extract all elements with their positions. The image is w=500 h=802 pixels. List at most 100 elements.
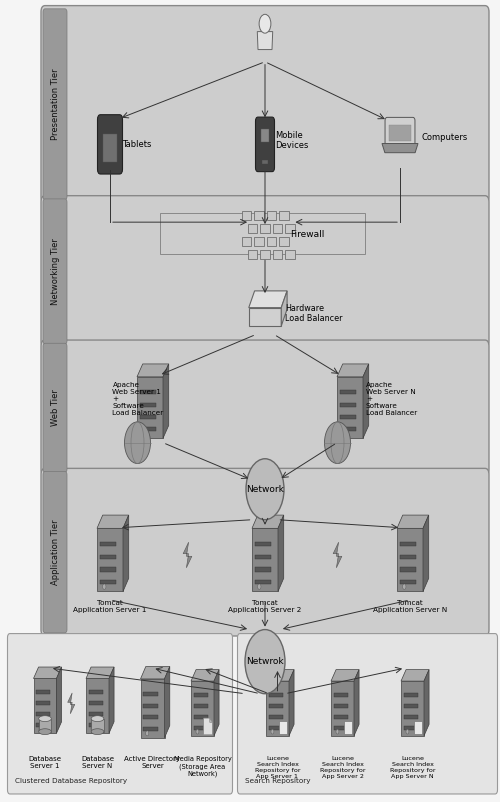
Bar (404, 715, 417, 719)
Circle shape (258, 584, 261, 589)
Bar (260, 250, 270, 258)
Circle shape (91, 727, 94, 731)
FancyBboxPatch shape (43, 343, 67, 472)
Polygon shape (252, 529, 278, 592)
Bar (278, 721, 287, 734)
Bar (255, 568, 270, 572)
Bar (36, 702, 50, 705)
Bar (279, 237, 288, 245)
Text: Lucene
Search Index
Repository for
App Server N: Lucene Search Index Repository for App S… (390, 756, 436, 779)
Text: Apache
Web Server N
+
Software
Load Balancer: Apache Web Server N + Software Load Bala… (366, 383, 417, 416)
Text: Presentation Tier: Presentation Tier (50, 68, 59, 140)
Polygon shape (258, 31, 272, 50)
Polygon shape (210, 718, 212, 723)
Bar (140, 403, 156, 407)
Text: Web Tier: Web Tier (50, 390, 59, 426)
Polygon shape (249, 308, 281, 326)
Bar (340, 391, 355, 395)
FancyBboxPatch shape (41, 196, 489, 347)
Polygon shape (382, 144, 418, 152)
Polygon shape (163, 364, 168, 438)
Bar (100, 580, 116, 584)
Bar (400, 542, 415, 546)
Polygon shape (191, 670, 219, 681)
Bar (144, 727, 158, 731)
Bar (340, 427, 355, 431)
Bar (140, 427, 156, 431)
Text: Active Directory
Server: Active Directory Server (124, 756, 180, 769)
Text: Tomcat
Application Server 2: Tomcat Application Server 2 (228, 600, 302, 613)
FancyBboxPatch shape (41, 468, 489, 636)
Bar (269, 726, 282, 730)
Polygon shape (204, 718, 212, 735)
Bar (194, 715, 207, 719)
Bar (334, 726, 347, 730)
Bar (100, 542, 116, 546)
Bar (389, 125, 411, 141)
Ellipse shape (38, 729, 52, 735)
Bar (254, 237, 264, 245)
Text: Database
Server N: Database Server N (81, 756, 114, 769)
Bar (89, 712, 102, 716)
Polygon shape (97, 529, 123, 592)
Polygon shape (34, 678, 56, 733)
Polygon shape (278, 515, 283, 592)
Circle shape (146, 731, 149, 736)
Bar (194, 693, 207, 697)
Polygon shape (424, 670, 429, 736)
Bar (254, 211, 264, 220)
Text: Apache
Web Server 1
+
Software
Load Balancer: Apache Web Server 1 + Software Load Bala… (112, 383, 164, 416)
FancyBboxPatch shape (43, 9, 67, 200)
Bar (269, 693, 282, 697)
Circle shape (246, 459, 284, 520)
Bar (266, 211, 276, 220)
Text: Firewall: Firewall (290, 230, 324, 240)
Bar (144, 703, 158, 707)
Polygon shape (354, 670, 359, 736)
Polygon shape (423, 515, 428, 592)
Polygon shape (363, 364, 368, 438)
Polygon shape (397, 515, 428, 529)
Ellipse shape (91, 715, 104, 722)
Circle shape (402, 584, 406, 589)
Bar (334, 693, 347, 697)
Bar (262, 160, 268, 164)
Text: Tablets: Tablets (122, 140, 152, 149)
Text: Networking Tier: Networking Tier (50, 238, 59, 305)
Bar (273, 250, 282, 258)
Bar (255, 580, 270, 584)
Text: Lucene
Search Index
Repository for
App Server 2: Lucene Search Index Repository for App S… (320, 756, 366, 779)
Text: Mobile
Devices: Mobile Devices (275, 131, 308, 150)
Polygon shape (86, 678, 109, 733)
Circle shape (271, 729, 274, 734)
Bar (242, 211, 251, 220)
Text: Network: Network (246, 484, 284, 494)
Bar (38, 719, 52, 731)
Polygon shape (97, 515, 128, 529)
Text: Tomcat
Application Server N: Tomcat Application Server N (373, 600, 447, 613)
Text: Computers: Computers (421, 133, 468, 143)
Circle shape (259, 14, 271, 33)
Bar (334, 715, 347, 719)
Polygon shape (164, 666, 170, 738)
Bar (400, 555, 415, 559)
Bar (89, 691, 102, 694)
Text: Database
Server 1: Database Server 1 (28, 756, 62, 769)
Bar (91, 719, 104, 731)
Bar (260, 225, 270, 233)
Polygon shape (337, 364, 368, 377)
Bar (285, 225, 295, 233)
Bar (248, 225, 258, 233)
Polygon shape (123, 515, 128, 592)
Bar (144, 715, 158, 719)
Bar (160, 213, 365, 254)
Polygon shape (34, 667, 62, 678)
Bar (36, 712, 50, 716)
FancyBboxPatch shape (385, 117, 415, 147)
Polygon shape (183, 542, 192, 568)
Polygon shape (331, 681, 354, 736)
Polygon shape (397, 529, 423, 592)
Circle shape (102, 584, 106, 589)
Text: Clustered Database Repository: Clustered Database Repository (15, 778, 127, 784)
Bar (334, 704, 347, 707)
